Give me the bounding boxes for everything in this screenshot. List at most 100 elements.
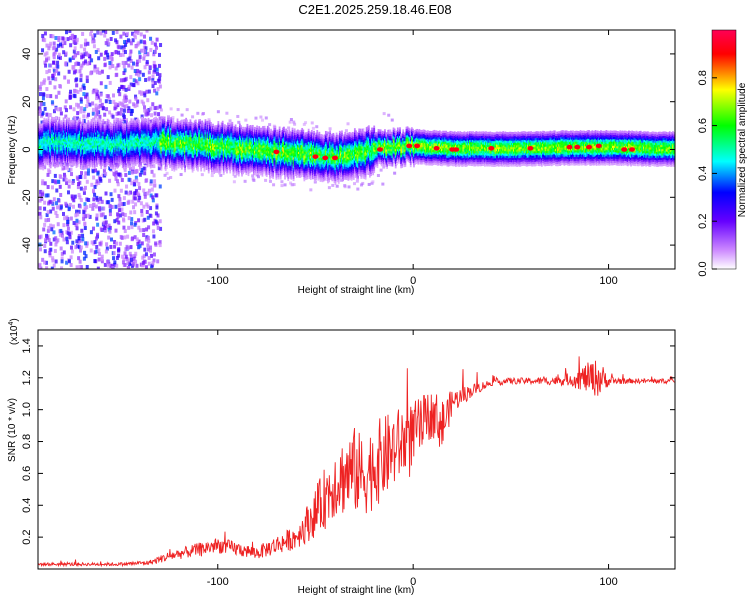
heatmap-cell <box>168 117 170 120</box>
heatmap-cell <box>107 162 110 166</box>
heatmap-cell <box>175 140 178 143</box>
heatmap-cell <box>70 147 73 151</box>
heatmap-cell <box>155 146 157 150</box>
heatmap-cell <box>143 127 146 130</box>
heatmap-cell <box>151 149 154 153</box>
heatmap-cell <box>145 123 148 126</box>
heatmap-cell <box>123 142 126 145</box>
heatmap-cell <box>166 124 169 127</box>
heatmap-cell <box>115 143 118 146</box>
heatmap-cell <box>151 134 154 137</box>
heatmap-cell <box>61 142 64 145</box>
heatmap-cell <box>38 161 40 165</box>
heatmap-cell <box>142 126 145 129</box>
heatmap-cell <box>49 241 53 246</box>
heatmap-cell <box>148 127 151 130</box>
heatmap-cell <box>185 147 188 151</box>
heatmap-cell <box>82 213 86 218</box>
heatmap-cell <box>191 133 194 137</box>
heatmap-cell <box>92 136 95 140</box>
heatmap-cell <box>116 164 119 167</box>
heatmap-cell <box>118 140 121 143</box>
heatmap-cell <box>204 123 207 126</box>
heatmap-cell <box>115 218 119 223</box>
heatmap-cell <box>126 133 128 136</box>
heatmap-cell <box>55 144 57 148</box>
heatmap-cell <box>94 147 97 150</box>
heatmap-cell <box>175 150 178 154</box>
heatmap-cell <box>178 127 181 131</box>
heatmap-cell <box>185 156 188 159</box>
heatmap-cell <box>99 159 102 162</box>
heatmap-cell <box>152 154 155 157</box>
heatmap-cell <box>75 161 78 164</box>
heatmap-cell <box>109 55 113 60</box>
heatmap-cell <box>175 146 178 149</box>
heatmap-cell <box>65 144 68 148</box>
heatmap-cell <box>82 125 84 128</box>
heatmap-cell <box>185 163 188 166</box>
heatmap-cell <box>179 128 182 132</box>
heatmap-cell <box>119 137 122 141</box>
heatmap-cell <box>118 142 121 145</box>
heatmap-cell <box>186 153 189 157</box>
heatmap-cell <box>44 139 47 142</box>
heatmap-cell <box>144 124 147 127</box>
heatmap-cell <box>256 175 260 179</box>
heatmap-cell <box>156 146 159 149</box>
heatmap-cell <box>47 238 51 243</box>
heatmap-cell <box>204 127 207 131</box>
heatmap-cell <box>203 126 206 129</box>
heatmap-cell <box>119 234 123 239</box>
heatmap-cell <box>190 124 193 127</box>
heatmap-cell <box>146 134 149 138</box>
heatmap-cell <box>163 135 166 139</box>
heatmap-cell <box>88 129 91 132</box>
heatmap-cell <box>162 147 165 151</box>
heatmap-cell <box>116 159 119 163</box>
heatmap-cell <box>79 145 82 148</box>
heatmap-cell <box>153 68 157 73</box>
heatmap-cell <box>40 145 42 148</box>
heatmap-cell <box>94 204 98 209</box>
heatmap-cell <box>119 122 122 126</box>
heatmap-cell <box>93 153 96 157</box>
heatmap-cell <box>106 142 109 145</box>
heatmap-cell <box>38 262 42 267</box>
heatmap-cell <box>64 145 67 149</box>
heatmap-cell <box>152 173 156 178</box>
heatmap-cell <box>63 143 66 146</box>
heatmap-cell <box>128 124 131 127</box>
heatmap-cell <box>53 136 55 139</box>
heatmap-cell <box>199 146 202 150</box>
heatmap-cell <box>153 179 157 184</box>
heatmap-cell <box>127 152 129 155</box>
heatmap-cell <box>45 150 48 153</box>
heatmap-cell <box>54 135 56 139</box>
heatmap-cell <box>86 131 89 134</box>
heatmap-cell <box>111 153 113 156</box>
heatmap-cell <box>194 132 197 135</box>
heatmap-cell <box>197 128 199 131</box>
heatmap-cell <box>108 149 111 153</box>
heatmap-cell <box>41 127 44 131</box>
heatmap-cell <box>151 132 154 135</box>
heatmap-cell <box>51 138 54 141</box>
heatmap-cell <box>40 134 42 137</box>
heatmap-cell <box>288 120 292 124</box>
heatmap-cell <box>92 126 95 129</box>
heatmap-cell <box>96 136 98 139</box>
heatmap-cell <box>48 124 51 127</box>
heatmap-cell <box>40 132 42 135</box>
heatmap-cell <box>56 60 60 65</box>
heatmap-cell <box>105 159 108 163</box>
heatmap-cell <box>180 132 183 136</box>
heatmap-cell <box>146 154 149 157</box>
heatmap-cell <box>99 150 102 154</box>
heatmap-cell <box>165 134 168 137</box>
heatmap-cell <box>123 167 127 172</box>
heatmap-cell <box>61 157 64 160</box>
heatmap-cell <box>69 159 71 162</box>
heatmap-cell <box>68 145 70 148</box>
heatmap-cell <box>44 134 47 138</box>
